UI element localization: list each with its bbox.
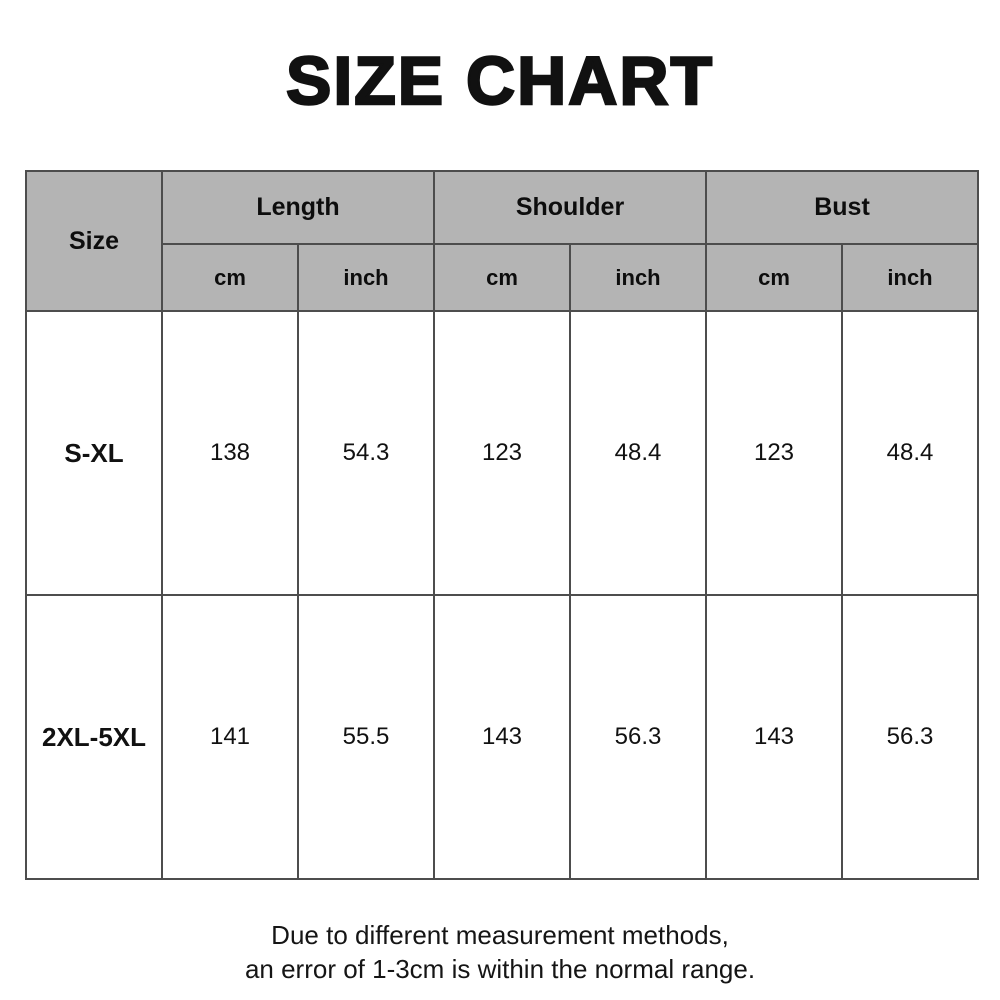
- size-label: S-XL: [25, 310, 163, 596]
- measurement-value-shoulder-cm: 143: [433, 594, 572, 880]
- unit-header-shoulder-inch: inch: [569, 243, 708, 312]
- group-header-row: Size Length Shoulder Bust: [25, 170, 980, 312]
- measurement-value-bust-inch: 48.4: [841, 310, 980, 596]
- column-header-size: Size: [25, 170, 163, 312]
- footer-note-line1: Due to different measurement methods,: [271, 920, 729, 950]
- table-row-s-xl: S-XL 138 54.3 123 48.4 123 48.4: [25, 310, 980, 596]
- size-chart-table: Size Length Shoulder Bust cm inch cm inc…: [25, 170, 980, 880]
- page-title: SIZE CHART: [285, 43, 714, 119]
- table-row-2xl-5xl: 2XL-5XL 141 55.5 143 56.3 143 56.3: [25, 594, 980, 880]
- footer-note-line2: an error of 1-3cm is within the normal r…: [244, 954, 756, 984]
- measurement-value-length-cm: 138: [161, 310, 299, 596]
- measurement-value-length-inch: 54.3: [296, 310, 436, 596]
- unit-header-length-inch: inch: [296, 243, 436, 312]
- measurement-value-shoulder-cm: 123: [433, 310, 572, 596]
- measurement-value-length-inch: 55.5: [296, 594, 436, 880]
- unit-header-row: cm inch cm inch cm inch: [26, 243, 980, 312]
- size-label: 2XL-5XL: [25, 594, 163, 880]
- group-header-bust: Bust: [705, 170, 980, 245]
- measurement-value-bust-cm: 143: [705, 594, 844, 880]
- unit-header-bust-cm: cm: [705, 243, 844, 312]
- footer-note: Due to different measurement methods, an…: [0, 918, 1000, 986]
- measurement-value-bust-cm: 123: [705, 310, 844, 596]
- group-header-shoulder: Shoulder: [433, 170, 708, 245]
- group-header-length: Length: [160, 170, 436, 245]
- measurement-value-shoulder-inch: 48.4: [569, 310, 708, 596]
- measurement-value-length-cm: 141: [161, 594, 299, 880]
- measurement-value-bust-inch: 56.3: [841, 594, 980, 880]
- measurement-value-shoulder-inch: 56.3: [569, 594, 708, 880]
- unit-header-bust-inch: inch: [841, 243, 980, 312]
- unit-header-length-cm: cm: [161, 243, 299, 312]
- unit-header-shoulder-cm: cm: [433, 243, 572, 312]
